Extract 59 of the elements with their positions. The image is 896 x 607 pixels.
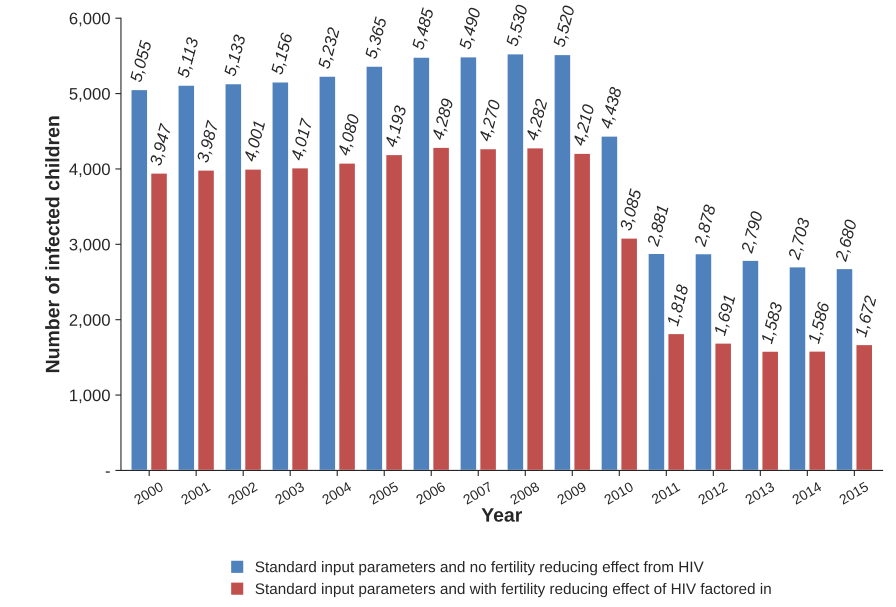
data-label: 5,232	[318, 26, 342, 70]
data-label: 3,947	[149, 122, 174, 167]
data-label: 2,703	[788, 217, 812, 261]
x-tick-label: 2015	[838, 481, 870, 505]
data-label: 2,790	[740, 210, 765, 254]
data-label: 2,878	[694, 204, 718, 248]
data-label: 4,438	[600, 86, 624, 130]
data-label: 4,289	[431, 98, 456, 142]
x-tick-label: 2014	[792, 481, 822, 505]
data-label: 5,133	[224, 34, 248, 78]
x-tick-label: 2009	[556, 481, 587, 505]
x-tick-label: 2000	[133, 481, 164, 505]
legend-label: Standard input parameters and no fertility reducing effect from HIV	[255, 561, 704, 576]
y-tick-label: 1,000	[70, 389, 110, 404]
data-label: 4,282	[525, 98, 550, 142]
x-tick-label: 2003	[274, 481, 305, 505]
x-tick-label: 2006	[415, 481, 446, 505]
data-label: 1,586	[808, 301, 832, 345]
data-label: 2,881	[646, 204, 670, 248]
y-tick-label: 4,000	[69, 163, 110, 178]
data-label: 4,017	[290, 117, 315, 162]
data-label: 5,530	[506, 4, 530, 48]
x-tick-label: 2011	[650, 481, 681, 504]
data-label: 4,210	[572, 104, 597, 148]
y-tick-label: 6,000	[70, 12, 110, 26]
data-label: 4,270	[478, 98, 502, 143]
data-label: 1,583	[760, 302, 785, 345]
x-tick-label: 2004	[321, 481, 352, 505]
data-label: 4,193	[384, 104, 408, 148]
data-label: 1,818	[666, 284, 691, 328]
data-label: 1,672	[854, 294, 879, 338]
data-label: 5,490	[458, 7, 483, 50]
data-label: 2,680	[834, 218, 859, 263]
y-tick-label: 2,000	[70, 314, 110, 328]
y-tick-label: -	[106, 471, 110, 473]
x-axis-title: Year	[482, 508, 522, 522]
data-label: 5,485	[412, 7, 436, 51]
x-tick-label: 2005	[368, 481, 399, 505]
x-tick-label: 2012	[697, 482, 728, 505]
x-tick-label: 2001	[180, 481, 211, 505]
data-label: 5,055	[130, 40, 154, 84]
data-label: 5,113	[176, 36, 201, 79]
x-tick-label: 2013	[744, 481, 776, 505]
data-label: 5,156	[270, 32, 295, 76]
data-label: 5,365	[364, 16, 389, 60]
data-label: 4,001	[243, 120, 268, 163]
x-tick-label: 2008	[509, 481, 540, 505]
data-label: 3,987	[196, 120, 221, 164]
data-label: 3,085	[620, 188, 644, 232]
x-tick-label: 2010	[603, 481, 634, 505]
legend-label: Standard input parameters and with fertility reducing effect of HIV factored in	[255, 582, 771, 598]
x-tick-label: 2002	[227, 482, 258, 505]
y-axis-title: Number of infected children	[45, 116, 60, 372]
data-label: 5,520	[552, 4, 577, 48]
y-tick-label: 3,000	[69, 238, 110, 252]
data-label: 4,080	[337, 113, 362, 157]
y-tick-label: 5,000	[70, 88, 110, 102]
data-label: 1,691	[714, 294, 738, 337]
x-tick-label: 2007	[462, 482, 493, 505]
